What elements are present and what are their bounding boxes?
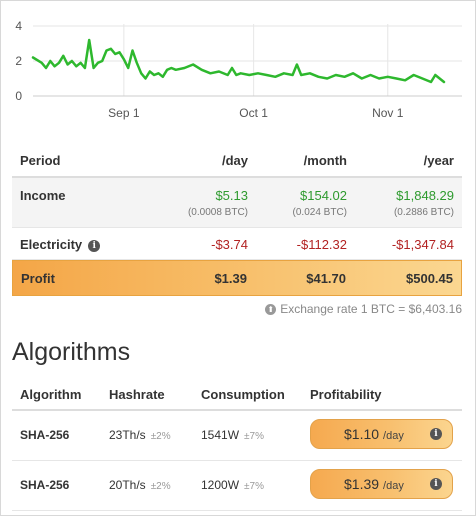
header-consumption: Consumption [201, 387, 285, 402]
info-icon[interactable]: i [430, 428, 442, 440]
exchange-rate-text: Exchange rate 1 BTC = $6,403.16 [280, 302, 462, 316]
profitability-button[interactable]: $1.39/day i [310, 469, 453, 499]
profit-row: Profit $1.39 $41.70 $500.45 [12, 260, 462, 296]
header-period: Period [20, 153, 61, 168]
consumption-value: 1200W [201, 478, 240, 492]
income-day-btc: (0.0008 BTC) [187, 207, 248, 218]
info-icon[interactable]: i [430, 478, 442, 490]
algorithm-row: SHA-256 23Th/s ±2% 1541W ±7% $1.10/day i [12, 411, 462, 461]
electricity-label-wrap: Electricity i [20, 237, 101, 252]
electricity-day: -$3.74 [211, 237, 248, 252]
profit-table: Period /day /month /year Income $5.13 (0… [12, 144, 462, 296]
y-tick-label: 0 [15, 89, 22, 103]
electricity-month: -$112.32 [296, 237, 347, 252]
exchange-rate: ⬆ Exchange rate 1 BTC = $6,403.16 [265, 302, 462, 316]
profitability-amount-wrap: $1.39/day [344, 476, 404, 492]
hashrate-value: 20Th/s [109, 478, 146, 492]
hashrate-cell: 23Th/s ±2% [109, 428, 171, 442]
info-icon[interactable]: i [88, 240, 101, 252]
x-tick-label: Sep 1 [108, 106, 140, 120]
profit-label: Profit [21, 271, 55, 286]
consumption-variance: ±7% [244, 431, 264, 442]
consumption-value: 1541W [201, 428, 240, 442]
profitability-amount: $1.39 [344, 476, 380, 492]
profitability-amount: $1.10 [344, 426, 380, 442]
income-month: $154.02 [300, 188, 347, 203]
consumption-cell: 1541W ±7% [201, 428, 264, 442]
algorithms-heading: Algorithms [12, 338, 131, 366]
header-month: /month [303, 153, 347, 168]
profitability-button[interactable]: $1.10/day i [310, 419, 453, 449]
electricity-year: -$1,347.84 [391, 237, 454, 252]
consumption-cell: 1200W ±7% [201, 478, 264, 492]
income-row: Income $5.13 (0.0008 BTC) $154.02 (0.024… [12, 178, 462, 228]
header-profitability: Profitability [310, 387, 382, 402]
income-year-btc: (0.2886 BTC) [393, 207, 454, 218]
header-hashrate: Hashrate [109, 387, 165, 402]
income-year: $1,848.29 [396, 188, 454, 203]
algorithm-name: SHA-256 [20, 478, 70, 492]
income-label: Income [20, 188, 66, 203]
header-algorithm: Algorithm [20, 387, 82, 402]
header-year: /year [423, 153, 454, 168]
algorithms-table: Algorithm Hashrate Consumption Profitabi… [12, 378, 462, 511]
profitability-amount-wrap: $1.10/day [344, 426, 404, 442]
exchange-info-icon[interactable]: ⬆ [265, 304, 277, 315]
hashrate-variance: ±2% [150, 431, 171, 442]
header-day: /day [221, 153, 248, 168]
profit-day: $1.39 [214, 271, 247, 286]
x-tick-label: Nov 1 [372, 106, 404, 120]
income-month-btc: (0.024 BTC) [292, 207, 347, 218]
profit-table-header: Period /day /month /year [12, 144, 462, 178]
electricity-row: Electricity i -$3.74 -$112.32 -$1,347.84 [12, 228, 462, 260]
profit-month: $41.70 [306, 271, 346, 286]
profitability-period: /day [383, 430, 404, 442]
electricity-label: Electricity [20, 237, 83, 252]
y-tick-label: 4 [15, 19, 22, 33]
algorithm-name: SHA-256 [20, 428, 70, 442]
consumption-variance: ±7% [244, 481, 264, 492]
chart-canvas: 0 2 4 Sep 1 Oct 1 Nov 1 [15, 19, 462, 120]
algorithms-header: Algorithm Hashrate Consumption Profitabi… [12, 378, 462, 411]
income-day: $5.13 [215, 188, 248, 203]
x-tick-label: Oct 1 [239, 106, 268, 120]
profit-history-chart: 0 2 4 Sep 1 Oct 1 Nov 1 [0, 0, 476, 130]
profitability-period: /day [383, 480, 404, 492]
algorithm-row: SHA-256 20Th/s ±2% 1200W ±7% $1.39/day i [12, 461, 462, 511]
series-line [31, 38, 446, 84]
hashrate-variance: ±2% [150, 481, 171, 492]
hashrate-cell: 20Th/s ±2% [109, 478, 171, 492]
profit-year: $500.45 [406, 271, 453, 286]
y-tick-label: 2 [15, 54, 22, 68]
hashrate-value: 23Th/s [109, 428, 146, 442]
